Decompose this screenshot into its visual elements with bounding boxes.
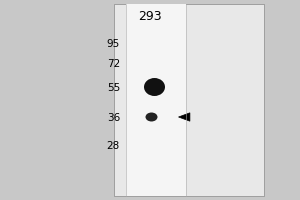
Text: 293: 293 xyxy=(138,10,162,23)
Text: 95: 95 xyxy=(107,39,120,49)
Ellipse shape xyxy=(144,78,165,96)
Text: 72: 72 xyxy=(107,59,120,69)
Text: 28: 28 xyxy=(107,141,120,151)
Bar xyxy=(114,4,264,196)
Text: 36: 36 xyxy=(107,113,120,123)
Text: 55: 55 xyxy=(107,83,120,93)
Bar xyxy=(126,4,186,196)
Polygon shape xyxy=(178,113,190,121)
Ellipse shape xyxy=(146,112,158,121)
